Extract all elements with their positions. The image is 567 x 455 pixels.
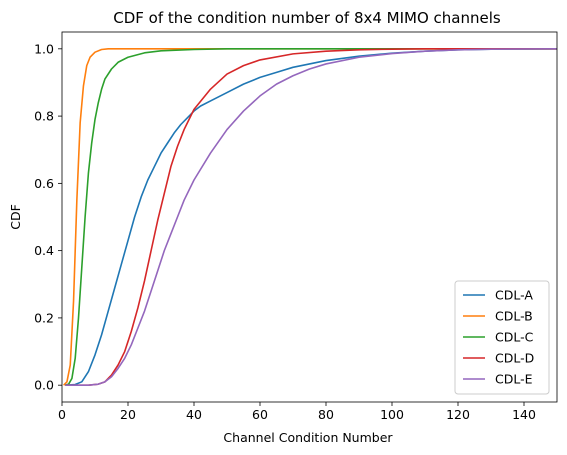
x-tick-label: 0 xyxy=(58,407,66,422)
x-tick-label: 60 xyxy=(252,407,268,422)
legend: CDL-A CDL-B CDL-C CDL-D CDL-E xyxy=(454,280,550,395)
x-tick-label: 140 xyxy=(512,407,536,422)
x-tick-label: 20 xyxy=(120,407,136,422)
y-tick-label: 0.8 xyxy=(34,109,54,124)
x-tick-label: 100 xyxy=(380,407,404,422)
series-line-cdl-a xyxy=(65,48,557,386)
plot-area xyxy=(63,48,557,386)
plot-frame xyxy=(61,31,558,403)
x-tick-label: 120 xyxy=(446,407,470,422)
x-tick-label: 40 xyxy=(186,407,202,422)
y-tick-label: 0.2 xyxy=(34,310,54,325)
legend-label: CDL-C xyxy=(495,330,534,345)
y-tick-label: 0.4 xyxy=(34,243,54,258)
series-line-cdl-b xyxy=(63,48,557,386)
legend-label: CDL-D xyxy=(495,351,534,366)
x-tick-label: 80 xyxy=(318,407,334,422)
legend-box xyxy=(454,280,550,395)
series-line-cdl-e xyxy=(65,48,557,386)
x-axis: 0 20 40 60 80 100 120 140 xyxy=(58,402,536,422)
x-axis-label: Channel Condition Number xyxy=(223,430,393,445)
series-line-cdl-d xyxy=(65,48,557,386)
legend-label: CDL-B xyxy=(495,309,533,324)
chart-title: CDF of the condition number of 8x4 MIMO … xyxy=(113,9,501,27)
y-tick-label: 0.6 xyxy=(34,176,54,191)
legend-label: CDL-A xyxy=(495,288,533,303)
y-axis-label: CDF xyxy=(8,204,23,230)
y-tick-label: 0.0 xyxy=(34,378,54,393)
y-axis: 0.0 0.2 0.4 0.6 0.8 1.0 xyxy=(34,41,62,393)
legend-label: CDL-E xyxy=(495,372,533,387)
series-line-cdl-c xyxy=(65,48,557,386)
y-tick-label: 1.0 xyxy=(34,41,54,56)
